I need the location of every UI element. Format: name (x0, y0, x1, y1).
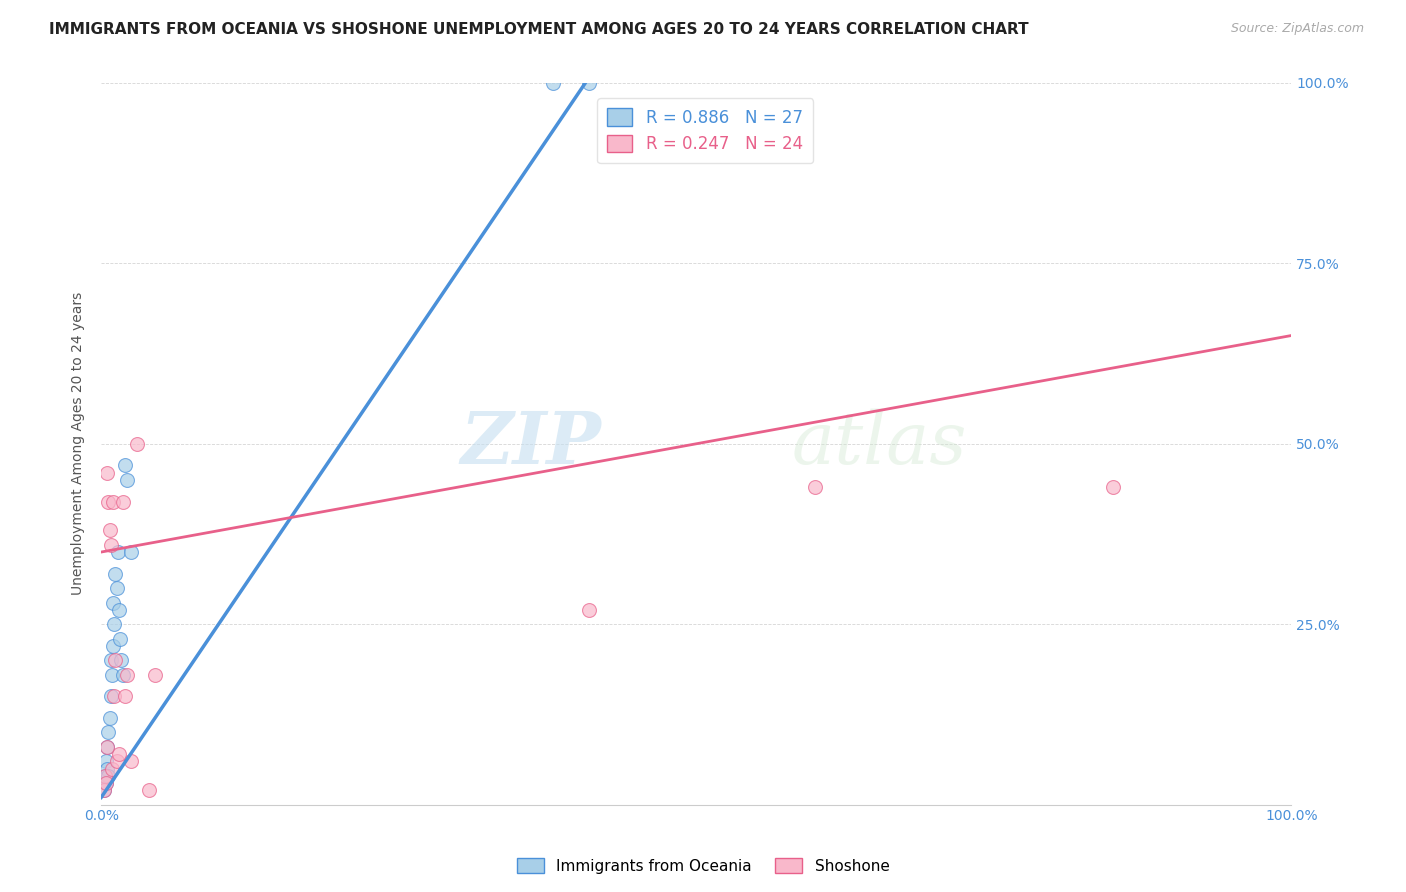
Point (94, 769, 117, 783)
Point (107, 545, 129, 559)
Point (105, 581, 128, 595)
Point (120, 545, 142, 559)
Point (101, 494, 124, 508)
Point (108, 747, 131, 761)
Y-axis label: Unemployment Among Ages 20 to 24 years: Unemployment Among Ages 20 to 24 years (72, 293, 86, 595)
Point (110, 653, 132, 667)
Text: IMMIGRANTS FROM OCEANIA VS SHOSHONE UNEMPLOYMENT AMONG AGES 20 TO 24 YEARS CORRE: IMMIGRANTS FROM OCEANIA VS SHOSHONE UNEM… (49, 22, 1029, 37)
Point (101, 667, 124, 681)
Point (1101, 480, 1123, 494)
Point (578, 76, 600, 90)
Point (100, 538, 122, 552)
Point (94, 754, 117, 768)
Point (114, 690, 136, 704)
Point (100, 690, 122, 704)
Point (98, 711, 121, 725)
Point (101, 596, 124, 610)
Point (97, 494, 120, 508)
Point (578, 603, 600, 617)
Point (101, 762, 124, 776)
Text: ZIP: ZIP (460, 409, 600, 479)
Point (117, 667, 139, 681)
Point (97, 725, 120, 739)
Point (101, 639, 124, 653)
Point (104, 653, 127, 667)
Point (94, 776, 117, 790)
Point (93, 783, 115, 797)
Point (111, 667, 134, 681)
Point (110, 632, 132, 646)
Point (125, 437, 148, 451)
Point (96, 739, 118, 754)
Text: Source: ZipAtlas.com: Source: ZipAtlas.com (1230, 22, 1364, 36)
Point (100, 653, 122, 667)
Point (143, 667, 166, 681)
Point (96, 762, 118, 776)
Point (103, 690, 125, 704)
Text: atlas: atlas (792, 409, 967, 479)
Point (94, 776, 117, 790)
Point (98, 524, 121, 538)
Point (117, 473, 139, 487)
Point (108, 603, 131, 617)
Point (105, 754, 128, 768)
Point (103, 617, 125, 632)
Point (111, 494, 134, 508)
Point (804, 480, 827, 494)
Point (96, 466, 118, 480)
Point (93, 783, 115, 797)
Point (97, 769, 120, 783)
Point (96, 739, 118, 754)
Point (104, 566, 127, 581)
Point (138, 783, 160, 797)
Legend: Immigrants from Oceania, Shoshone: Immigrants from Oceania, Shoshone (510, 852, 896, 880)
Point (120, 754, 142, 768)
Point (94, 769, 117, 783)
Legend: R = 0.886   N = 27, R = 0.247   N = 24: R = 0.886 N = 27, R = 0.247 N = 24 (598, 98, 813, 163)
Point (543, 76, 565, 90)
Point (114, 458, 136, 473)
